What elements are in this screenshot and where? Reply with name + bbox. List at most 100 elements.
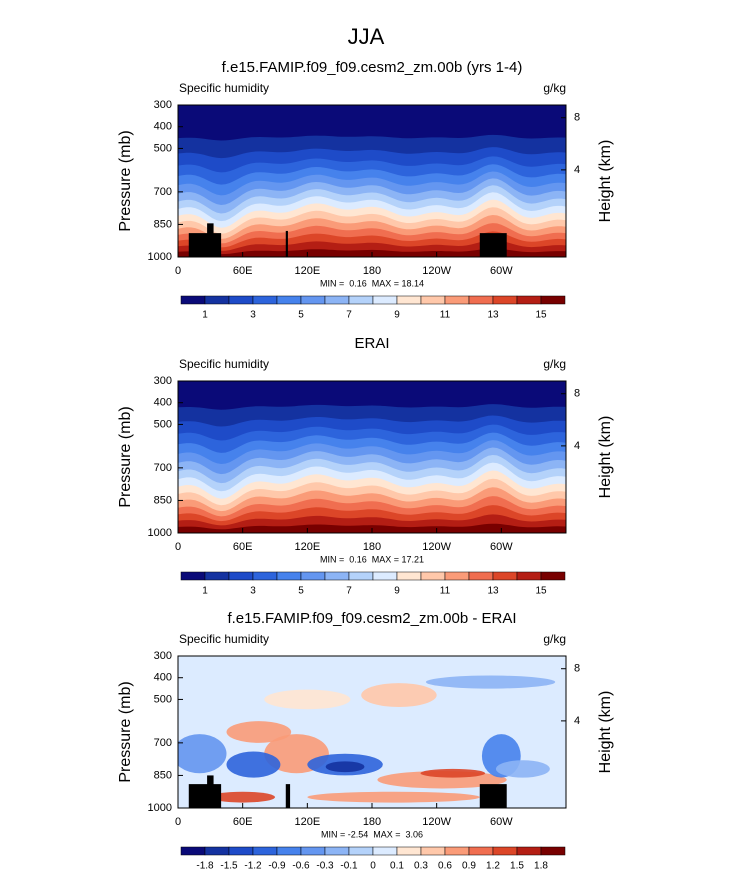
- y-tick-label: 500: [154, 693, 172, 705]
- stats: MIN = 0.16 MAX = 18.14: [320, 278, 424, 288]
- colorbar-box: [180, 295, 206, 305]
- topography: [285, 230, 288, 257]
- right-label: g/kg: [543, 632, 566, 646]
- colorbar-label: 13: [487, 310, 499, 321]
- y-tick-label: 1000: [148, 802, 172, 814]
- colorbar-label: 0: [370, 861, 376, 872]
- colorbar-label: 3: [250, 310, 256, 321]
- colorbar-label: -0.3: [316, 861, 334, 872]
- x-tick-label: 60W: [490, 265, 513, 277]
- colorbar-box: [300, 571, 326, 581]
- x-tick-label: 0: [175, 265, 181, 277]
- topography: [188, 233, 222, 257]
- colorbar-box: [180, 571, 206, 581]
- x-tick-label: 120E: [294, 816, 320, 828]
- x-tick-label: 120W: [422, 816, 451, 828]
- colorbar-label: 1.5: [510, 861, 524, 872]
- colorbar-label: 13: [487, 586, 499, 597]
- stats: MIN = 0.16 MAX = 17.21: [320, 554, 424, 564]
- y-tick-label: 500: [154, 418, 172, 430]
- x-tick-label: 0: [175, 816, 181, 828]
- colorbar-box: [492, 571, 518, 581]
- y2-tick-label: 4: [574, 440, 580, 452]
- colorbar-box: [324, 571, 350, 581]
- colorbar-box: [396, 571, 422, 581]
- colorbar-label: 1.2: [486, 861, 500, 872]
- colorbar-box: [252, 846, 278, 856]
- colorbar-box: [348, 571, 374, 581]
- colorbar-box: [420, 295, 446, 305]
- y-tick-label: 1000: [148, 251, 172, 263]
- right-label: g/kg: [543, 81, 566, 95]
- colorbar-label: 3: [250, 586, 256, 597]
- colorbar-box: [540, 571, 566, 581]
- contour-blob: [495, 760, 550, 778]
- colorbar-box: [468, 571, 494, 581]
- colorbar-label: 0.6: [438, 861, 452, 872]
- panel-title: f.e15.FAMIP.f09_f09.cesm2_zm.00b (yrs 1-…: [222, 59, 523, 76]
- contour-blob: [178, 734, 227, 774]
- y-axis-title: Pressure (mb): [117, 406, 134, 507]
- colorbar-box: [228, 295, 254, 305]
- colorbar-box: [204, 571, 230, 581]
- contour-blob: [425, 675, 556, 689]
- colorbar-label: 9: [394, 586, 400, 597]
- colorbar-box: [276, 571, 302, 581]
- colorbar-label: 7: [346, 586, 352, 597]
- colorbar-label: 0.9: [462, 861, 476, 872]
- colorbar-box: [300, 846, 326, 856]
- colorbar-box: [252, 295, 278, 305]
- colorbar-box: [204, 295, 230, 305]
- colorbar-label: -1.8: [196, 861, 214, 872]
- x-tick-label: 120E: [294, 541, 320, 553]
- y-tick-label: 700: [154, 186, 172, 198]
- x-tick-label: 60E: [233, 816, 253, 828]
- colorbar-box: [396, 295, 422, 305]
- x-tick-label: 0: [175, 541, 181, 553]
- y2-axis-title: Height (km): [597, 691, 614, 774]
- colorbar-label: 1: [202, 586, 208, 597]
- topography: [207, 775, 214, 808]
- contour-blob: [420, 768, 486, 778]
- y-tick-label: 850: [154, 769, 172, 781]
- stats: MIN = -2.54 MAX = 3.06: [321, 829, 423, 839]
- colorbar-label: -1.5: [220, 861, 238, 872]
- y2-axis-title: Height (km): [597, 140, 614, 223]
- y2-tick-label: 8: [574, 112, 580, 124]
- y-tick-label: 500: [154, 142, 172, 154]
- left-label: Specific humidity: [179, 81, 269, 95]
- x-tick-label: 60W: [490, 816, 513, 828]
- x-tick-label: 60W: [490, 541, 513, 553]
- colorbar-box: [324, 846, 350, 856]
- colorbar-label: -0.9: [268, 861, 286, 872]
- colorbar-box: [492, 846, 518, 856]
- left-label: Specific humidity: [179, 357, 269, 371]
- colorbar-label: 0.3: [414, 861, 428, 872]
- y-tick-label: 400: [154, 397, 172, 409]
- x-tick-label: 180: [363, 541, 381, 553]
- colorbar-box: [324, 295, 350, 305]
- y2-axis-title: Height (km): [597, 416, 614, 499]
- colorbar-box: [372, 846, 398, 856]
- y-axis-title: Pressure (mb): [117, 130, 134, 231]
- topography: [188, 784, 222, 808]
- y-tick-label: 400: [154, 672, 172, 684]
- y2-tick-label: 4: [574, 715, 580, 727]
- y2-tick-label: 8: [574, 388, 580, 400]
- contour-blob: [307, 791, 480, 803]
- colorbar-label: 11: [440, 310, 451, 321]
- topography: [479, 784, 507, 808]
- colorbar-box: [348, 846, 374, 856]
- colorbar-label: 1.8: [534, 861, 548, 872]
- contour-field: [178, 105, 566, 257]
- x-tick-label: 60E: [233, 541, 253, 553]
- colorbar-label: 7: [346, 310, 352, 321]
- y-tick-label: 300: [154, 99, 172, 111]
- colorbar-label: -0.1: [340, 861, 358, 872]
- y-tick-label: 300: [154, 375, 172, 387]
- y2-tick-label: 4: [574, 164, 580, 176]
- colorbar-box: [540, 846, 566, 856]
- y-axis-title: Pressure (mb): [117, 681, 134, 782]
- contour-blob: [210, 791, 275, 803]
- right-label: g/kg: [543, 357, 566, 371]
